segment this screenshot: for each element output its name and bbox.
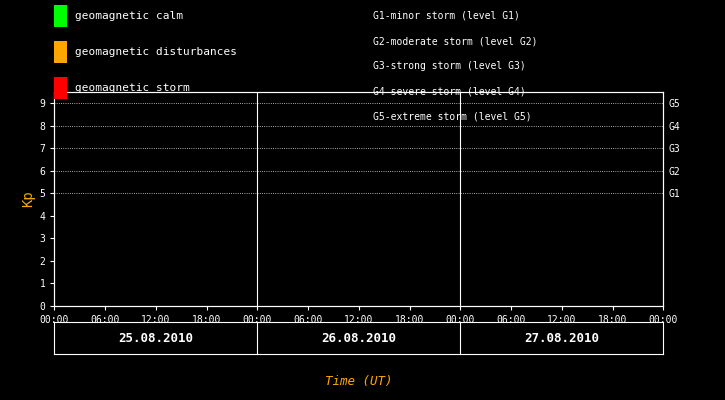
Text: G2-moderate storm (level G2): G2-moderate storm (level G2) xyxy=(373,36,538,46)
Text: 25.08.2010: 25.08.2010 xyxy=(118,332,194,344)
Y-axis label: Kp: Kp xyxy=(21,191,36,207)
Text: geomagnetic calm: geomagnetic calm xyxy=(75,11,183,21)
Text: G4-severe storm (level G4): G4-severe storm (level G4) xyxy=(373,87,526,97)
Text: Time (UT): Time (UT) xyxy=(325,376,393,388)
Text: G3-strong storm (level G3): G3-strong storm (level G3) xyxy=(373,62,526,72)
Text: 26.08.2010: 26.08.2010 xyxy=(321,332,397,344)
Text: geomagnetic disturbances: geomagnetic disturbances xyxy=(75,47,236,57)
Text: 27.08.2010: 27.08.2010 xyxy=(524,332,600,344)
Text: geomagnetic storm: geomagnetic storm xyxy=(75,83,189,93)
Text: G1-minor storm (level G1): G1-minor storm (level G1) xyxy=(373,11,521,21)
Text: G5-extreme storm (level G5): G5-extreme storm (level G5) xyxy=(373,112,532,122)
